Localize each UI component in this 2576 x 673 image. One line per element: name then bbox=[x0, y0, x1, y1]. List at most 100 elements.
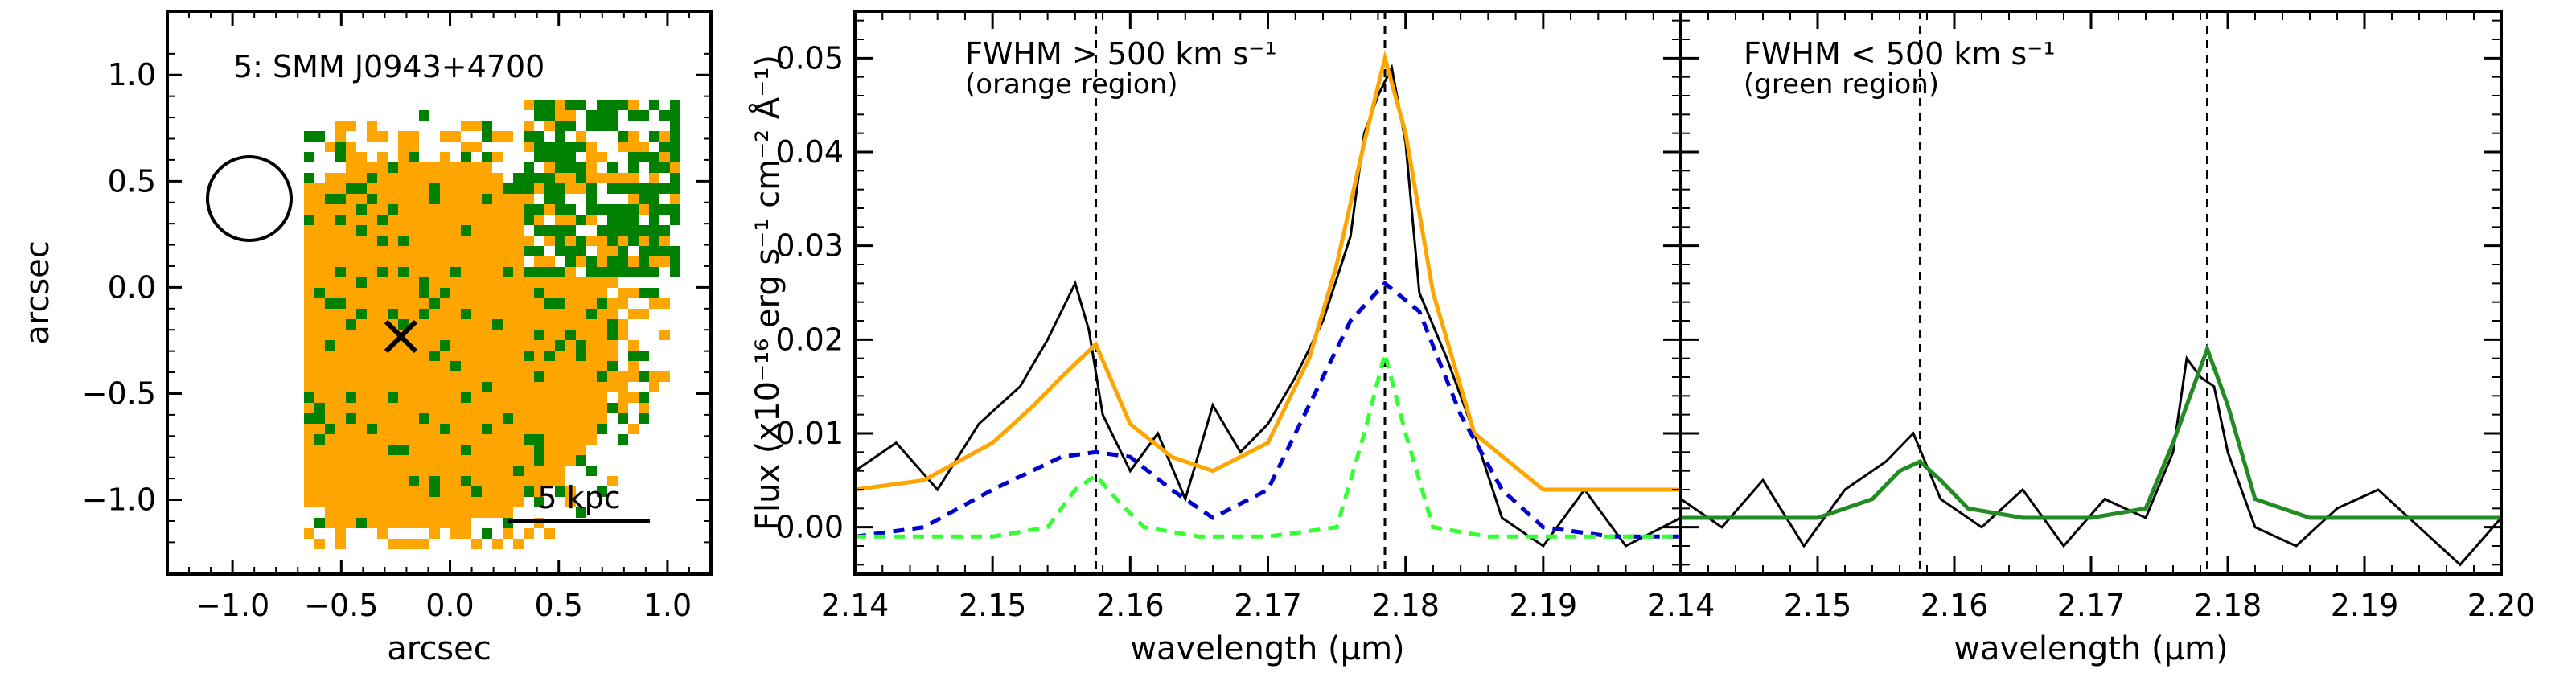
map-pixel bbox=[409, 434, 419, 445]
map-pixel bbox=[565, 267, 576, 277]
map-pixel bbox=[419, 298, 429, 309]
map-pixel bbox=[471, 194, 482, 204]
map-pixel bbox=[649, 152, 659, 162]
map-pixel bbox=[325, 246, 335, 256]
map-pixel bbox=[450, 246, 461, 256]
narrow-spectrum-panel: 2.14 2.15 2.16 2.17 2.18 2.19 2.20 FWHM < 500 … bbox=[1647, 10, 2535, 667]
map-pixel bbox=[544, 277, 555, 288]
map-pixel bbox=[377, 298, 388, 309]
map-pixel bbox=[356, 267, 367, 277]
map-pixel bbox=[628, 371, 639, 382]
map-pixel bbox=[471, 507, 482, 518]
map-pixel bbox=[419, 392, 429, 403]
map-pixel bbox=[555, 121, 565, 131]
map-pixel bbox=[429, 183, 440, 194]
map-pixel bbox=[649, 256, 659, 267]
map-pixel bbox=[492, 225, 503, 236]
map-pixel bbox=[429, 298, 440, 309]
map-pixel bbox=[409, 403, 419, 413]
map-pixel bbox=[544, 204, 555, 215]
map-pixel bbox=[367, 445, 377, 455]
map-pixel bbox=[482, 215, 492, 225]
map-pixel bbox=[482, 466, 492, 476]
map-pixel bbox=[544, 371, 555, 382]
map-pixel bbox=[409, 518, 419, 528]
map-pixel bbox=[492, 330, 503, 340]
map-pixel bbox=[513, 445, 524, 455]
map-pixel bbox=[429, 392, 440, 403]
broad-annotation: FWHM > 500 km s⁻¹ bbox=[965, 36, 1277, 72]
map-pixel bbox=[482, 204, 492, 215]
map-pixel bbox=[356, 413, 367, 424]
map-pixel bbox=[398, 539, 409, 549]
map-pixel bbox=[388, 309, 398, 319]
map-pixel bbox=[377, 183, 388, 194]
map-pixel bbox=[367, 225, 377, 236]
map-pixel bbox=[450, 413, 461, 424]
map-pixel bbox=[461, 142, 471, 152]
map-pixel bbox=[524, 445, 534, 455]
map-pixel bbox=[398, 361, 409, 371]
map-pixel bbox=[482, 131, 492, 142]
map-pixel bbox=[409, 194, 419, 204]
map-pixel bbox=[555, 403, 565, 413]
map-pixel bbox=[482, 173, 492, 183]
map-pixel bbox=[503, 528, 513, 539]
map-pixel bbox=[356, 309, 367, 319]
map-pixel bbox=[597, 382, 607, 392]
map-pixel bbox=[356, 434, 367, 445]
map-pixel bbox=[586, 288, 597, 298]
map-pixel bbox=[544, 309, 555, 319]
map-pixel bbox=[565, 455, 576, 466]
map-pixel bbox=[325, 413, 335, 424]
map-pixel bbox=[440, 225, 450, 236]
map-pixel bbox=[555, 361, 565, 371]
map-pixel bbox=[346, 225, 356, 236]
map-pixel bbox=[335, 413, 346, 424]
map-pixel bbox=[450, 309, 461, 319]
map-pixel bbox=[325, 361, 335, 371]
map-pixel bbox=[503, 371, 513, 382]
map-pixel bbox=[597, 340, 607, 351]
map-pixel bbox=[346, 330, 356, 340]
map-pixel bbox=[398, 298, 409, 309]
map-pixel bbox=[346, 486, 356, 497]
map-pixel bbox=[346, 424, 356, 434]
map-pixel bbox=[398, 392, 409, 403]
map-pixel bbox=[618, 392, 628, 403]
map-pixel bbox=[346, 152, 356, 162]
map-pixel bbox=[304, 330, 314, 340]
map-pixel bbox=[461, 194, 471, 204]
map-pixel bbox=[335, 277, 346, 288]
map-pixel bbox=[513, 486, 524, 497]
map-pixel bbox=[659, 110, 670, 121]
map-pixel bbox=[388, 466, 398, 476]
map-pixel bbox=[409, 497, 419, 507]
map-pixel bbox=[513, 173, 524, 183]
map-pixel bbox=[555, 351, 565, 361]
map-pixel bbox=[440, 476, 450, 486]
map-pixel bbox=[607, 110, 618, 121]
map-pixel bbox=[335, 183, 346, 194]
beam-circle bbox=[206, 155, 293, 242]
map-pixel bbox=[597, 236, 607, 246]
map-pixel bbox=[492, 361, 503, 371]
map-pixel bbox=[461, 518, 471, 528]
map-pixel bbox=[586, 413, 597, 424]
map-pixel bbox=[618, 403, 628, 413]
map-pixel bbox=[586, 340, 597, 351]
map-pixel bbox=[482, 403, 492, 413]
map-pixel bbox=[429, 267, 440, 277]
map-pixel bbox=[513, 382, 524, 392]
map-pixel bbox=[618, 225, 628, 236]
map-pixel bbox=[492, 246, 503, 256]
map-pixel bbox=[544, 424, 555, 434]
map-pixel bbox=[335, 539, 346, 549]
map-pixel bbox=[471, 236, 482, 246]
map-pixel bbox=[586, 256, 597, 267]
map-pixel bbox=[304, 434, 314, 445]
map-pixel bbox=[429, 403, 440, 413]
map-pixel bbox=[482, 288, 492, 298]
map-pixel bbox=[450, 497, 461, 507]
map-pixel bbox=[597, 288, 607, 298]
